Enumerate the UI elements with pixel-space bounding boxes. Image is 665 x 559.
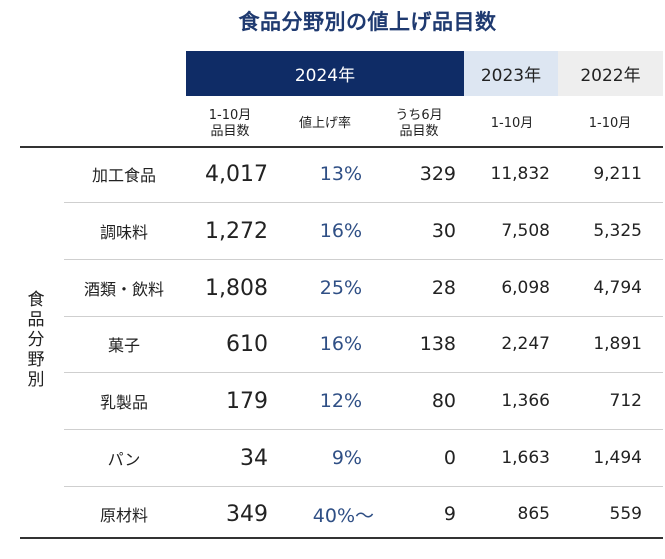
header-2022: 2022年 [558, 51, 663, 96]
subheader-period-2022-label: 1-10月 [588, 116, 632, 131]
category-name: 乳製品 [99, 393, 148, 412]
count-2022: 1,494 [593, 448, 642, 468]
increase-rate: 9% [331, 447, 362, 469]
subheader-period-2023: 1-10月 [466, 104, 558, 144]
row-group-label: 食 品 分 野 別 [24, 290, 48, 390]
row-separator [64, 316, 663, 317]
count-2024: 1,808 [205, 275, 268, 301]
table-row: 調味料 1,272 16% 30 7,508 5,325 [0, 203, 665, 259]
subheader-count-2024-line2: 品目数 [210, 124, 250, 139]
table-row: 加工食品 4,017 13% 329 11,832 9,211 [0, 146, 665, 202]
increase-rate: 40%～ [312, 504, 374, 527]
count-2024: 349 [226, 501, 268, 527]
subheader-june: うち6月 品目数 [374, 104, 464, 144]
count-2024: 179 [226, 388, 268, 414]
table-row: 酒類・飲料 1,808 25% 28 6,098 4,794 [0, 260, 665, 316]
count-2022: 4,794 [593, 278, 642, 298]
june-count: 0 [443, 447, 456, 469]
count-2022: 559 [609, 504, 642, 524]
table-bottom-rule [20, 537, 663, 539]
subheader-rate: 値上げ率 [280, 104, 370, 144]
row-separator [64, 486, 663, 487]
count-2024: 34 [240, 445, 268, 471]
row-separator [64, 429, 663, 430]
count-2023: 11,832 [490, 164, 550, 184]
increase-rate: 13% [319, 163, 362, 185]
category-name: 調味料 [99, 223, 148, 242]
count-2023: 1,663 [501, 448, 550, 468]
june-count: 28 [431, 277, 456, 299]
june-count: 138 [419, 333, 456, 355]
count-2023: 2,247 [501, 334, 550, 354]
table-row: 原材料 349 40%～ 9 865 559 [0, 486, 665, 542]
count-2023: 1,366 [501, 391, 550, 411]
count-2022: 712 [609, 391, 642, 411]
count-2024: 4,017 [205, 161, 268, 187]
subheader-june-line2: 品目数 [399, 124, 439, 139]
category-name: 酒類・飲料 [83, 280, 164, 299]
category-name: パン [107, 450, 141, 469]
june-count: 9 [443, 503, 456, 525]
row-separator [64, 259, 663, 260]
increase-rate: 25% [319, 277, 362, 299]
category-name: 加工食品 [91, 166, 156, 185]
row-group-label-char: 品 [27, 310, 45, 330]
category-name: 菓子 [107, 336, 140, 355]
count-2024: 610 [226, 331, 268, 357]
subheader-june-line1: うち6月 [395, 108, 443, 123]
increase-rate: 16% [319, 333, 362, 355]
subheader-period-2022: 1-10月 [560, 104, 660, 144]
count-2023: 7,508 [501, 221, 550, 241]
row-group-label-char: 野 [27, 350, 45, 370]
count-2024: 1,272 [205, 218, 268, 244]
category-name: 原材料 [99, 506, 148, 525]
subheader-count-2024-line1: 1-10月 [208, 108, 252, 123]
row-group-label-char: 食 [27, 290, 45, 310]
row-group-label-char: 分 [27, 330, 45, 350]
count-2022: 9,211 [593, 164, 642, 184]
june-count: 329 [419, 163, 456, 185]
count-2022: 5,325 [593, 221, 642, 241]
table-row: 乳製品 179 12% 80 1,366 712 [0, 373, 665, 429]
table-top-rule [20, 146, 663, 148]
header-2023: 2023年 [464, 51, 558, 96]
subheader-count-2024: 1-10月 品目数 [186, 104, 274, 144]
increase-rate: 16% [319, 220, 362, 242]
header-2024: 2024年 [186, 51, 464, 96]
count-2022: 1,891 [593, 334, 642, 354]
row-separator [64, 372, 663, 373]
count-2023: 865 [517, 504, 550, 524]
subheader-rate-label: 値上げ率 [298, 116, 351, 131]
increase-rate: 12% [319, 390, 362, 412]
subheader-period-2023-label: 1-10月 [490, 116, 534, 131]
table-row: 菓子 610 16% 138 2,247 1,891 [0, 316, 665, 372]
table-row: パン 34 9% 0 1,663 1,494 [0, 430, 665, 486]
page-title: 食品分野別の値上げ品目数 [238, 10, 497, 34]
june-count: 80 [431, 390, 456, 412]
row-separator [64, 202, 663, 203]
june-count: 30 [431, 220, 456, 242]
row-group-label-char: 別 [27, 370, 45, 390]
count-2023: 6,098 [501, 278, 550, 298]
